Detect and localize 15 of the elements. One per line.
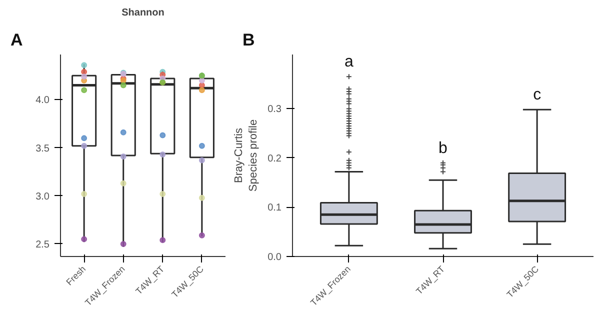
y-tick-label: 2.5 [36, 239, 50, 250]
y-tick-label: 3.0 [36, 191, 50, 202]
annotation: c [533, 86, 542, 104]
annotation: b [438, 140, 448, 157]
y-tick-label: 4.0 [36, 95, 50, 106]
y-axis-title: Bray-Curtis Species profile [233, 119, 260, 192]
chart-title: Shannon [122, 8, 164, 18]
y-tick-label: 0.2 [268, 153, 282, 164]
text: B [242, 30, 255, 50]
y-tick-label: 0.0 [268, 252, 282, 263]
y-tick-label: 0.1 [268, 202, 282, 214]
y-tick-label: 3.5 [36, 143, 50, 154]
text: A [10, 30, 23, 50]
y-tick-label: 0.3 [268, 104, 282, 116]
annotation: a [344, 54, 354, 71]
